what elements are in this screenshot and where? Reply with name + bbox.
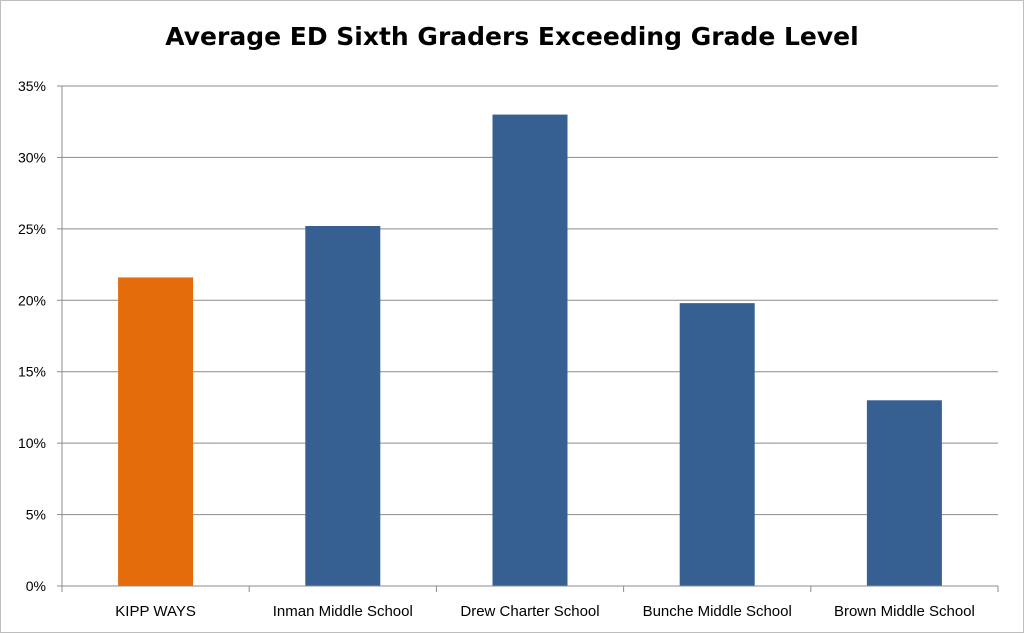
y-tick-label: 0%: [26, 578, 46, 594]
y-tick-label: 25%: [18, 221, 46, 237]
y-tick-label: 5%: [26, 507, 46, 523]
chart-title: Average ED Sixth Graders Exceeding Grade…: [165, 22, 859, 51]
x-category-label: Bunche Middle School: [643, 603, 792, 620]
bar-inman-middle-school: [305, 226, 381, 586]
bar-kipp-ways: [118, 277, 194, 586]
x-category-label: Drew Charter School: [460, 603, 599, 620]
y-axis-tick-labels: 0% 5% 10% 15% 20% 25% 30% 35%: [18, 78, 62, 594]
y-tick-label: 10%: [18, 435, 46, 451]
y-tick-label: 35%: [18, 78, 46, 94]
x-category-label: Brown Middle School: [834, 603, 975, 620]
bars: [118, 114, 942, 587]
y-tick-label: 30%: [18, 149, 46, 165]
bar-drew-charter-school: [492, 114, 568, 587]
y-tick-label: 20%: [18, 292, 46, 308]
x-category-label: Inman Middle School: [273, 603, 413, 620]
bar-brown-middle-school: [866, 400, 942, 586]
x-category-label: KIPP WAYS: [115, 603, 196, 620]
bar-bunche-middle-school: [679, 303, 755, 586]
y-tick-label: 15%: [18, 364, 46, 380]
axes: [57, 86, 998, 592]
x-axis-category-labels: KIPP WAYS Inman Middle School Drew Charter…: [115, 586, 999, 620]
